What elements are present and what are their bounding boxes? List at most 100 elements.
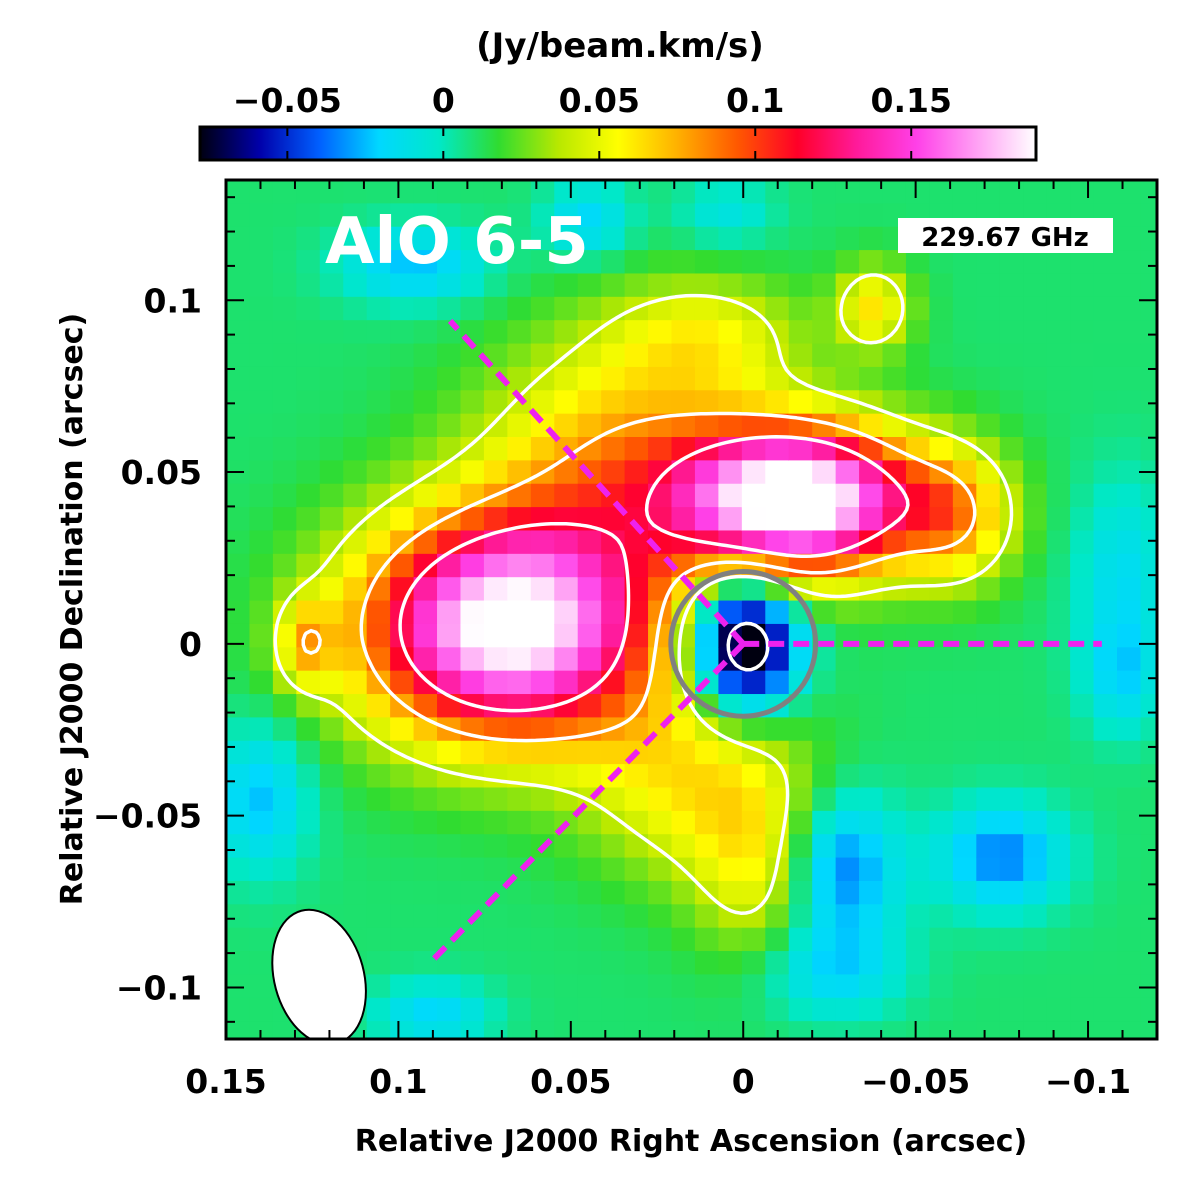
heatmap-pixel [390,366,415,391]
colorbar-tick-label: 0 [432,81,455,120]
heatmap-pixel [226,203,227,228]
heatmap-pixel [999,483,1024,508]
heatmap-pixel [366,670,391,695]
heatmap-pixel [1140,553,1157,578]
heatmap-pixel [882,927,907,952]
heatmap-pixel [249,787,274,812]
y-tick-labels: 0.1 0.05 0 −0.05 −0.1 [93,281,202,1007]
heatmap-pixel [1046,320,1071,345]
heatmap-pixel [905,296,931,321]
heatmap-pixel [413,694,438,718]
heatmap-pixel [1164,414,1188,438]
heatmap-pixel [1140,717,1157,742]
heatmap-pixel [765,1045,789,1069]
heatmap-pixel [1093,273,1118,298]
heatmap-pixel [460,927,485,952]
heatmap-pixel [437,180,462,204]
heatmap-pixel [788,951,813,975]
heatmap-pixel [343,647,368,672]
heatmap-pixel [741,180,766,204]
heatmap-pixel [226,927,227,952]
heatmap-pixel [741,904,766,929]
heatmap-pixel [1093,507,1118,532]
heatmap-pixel [882,810,907,835]
heatmap-pixel [390,250,415,275]
heatmap-pixel [319,553,344,578]
heatmap-pixel [483,530,508,555]
heatmap-pixel [1046,927,1071,952]
heatmap-pixel [999,670,1024,695]
x-tick-label: 0 [732,1062,755,1101]
heatmap-pixel [577,857,602,882]
heatmap-pixel [765,951,790,975]
heatmap-pixel [1164,904,1188,928]
heatmap-pixel [366,1021,391,1039]
heatmap-pixel [1070,600,1095,625]
heatmap-pixel [999,974,1024,999]
heatmap-pixel [1164,787,1188,811]
heatmap-pixel [741,460,766,485]
heatmap-pixel [1117,530,1142,555]
heatmap-pixel [976,740,1001,765]
heatmap-pixel [765,273,790,298]
heatmap-pixel [882,530,907,555]
heatmap-pixel [343,483,368,508]
heatmap-pixel [413,857,438,882]
heatmap-pixel [554,857,579,882]
heatmap-pixel [272,1021,297,1039]
heatmap-pixel [788,483,813,508]
heatmap-pixel [272,437,297,461]
heatmap-pixel [577,250,602,275]
heatmap-pixel [577,764,602,789]
heatmap-pixel [905,553,931,578]
heatmap-pixel [929,997,954,1022]
heatmap-pixel [718,250,743,275]
heatmap-pixel [319,180,344,204]
heatmap-pixel [1023,834,1048,859]
heatmap-pixel [1070,273,1095,298]
heatmap-pixel [343,810,368,835]
heatmap-pixel [1046,764,1071,789]
heatmap-pixel [718,787,743,812]
heatmap-pixel [671,180,696,204]
heatmap-pixel [1164,273,1188,297]
heatmap-pixel [601,507,626,532]
heatmap-pixel [765,717,790,742]
heatmap-pixel [319,460,344,485]
heatmap-pixel [1046,834,1071,859]
y-axis-label: Relative J2000 Declination (arcsec) [55,313,90,906]
heatmap-pixel [530,997,555,1022]
heatmap-pixel [952,857,977,882]
heatmap-pixel [577,740,602,765]
heatmap-pixel [483,460,508,485]
heatmap-pixel [1070,250,1095,275]
heatmap-pixel [601,366,626,391]
heatmap-pixel [577,366,602,391]
heatmap-pixel [554,764,579,789]
heatmap-pixel [507,670,532,695]
heatmap-pixel [249,670,274,695]
heatmap-pixel [999,250,1024,275]
heatmap-pixel [952,740,977,765]
heatmap-pixel [437,273,462,298]
heatmap-pixel [1046,530,1071,555]
heatmap-pixel [601,390,626,415]
heatmap-pixel [601,180,626,204]
heatmap-pixel [882,250,907,275]
heatmap-pixel [437,390,462,415]
heatmap-pixel [859,694,884,718]
heatmap-pixel [601,997,626,1022]
heatmap-pixel [366,507,391,532]
heatmap-pixel [1070,787,1095,812]
heatmap-pixel [999,1021,1024,1039]
heatmap-pixel [859,810,884,835]
heatmap-pixel [718,740,743,765]
colorbar-ticks [286,127,913,160]
heatmap-pixel [952,343,977,368]
heatmap-pixel [1023,904,1048,929]
heatmap-pixel [226,343,251,368]
heatmap-pixel [624,273,649,298]
heatmap-pixel [413,250,438,275]
heatmap-pixel [976,904,1001,929]
heatmap-pixel [554,577,579,602]
